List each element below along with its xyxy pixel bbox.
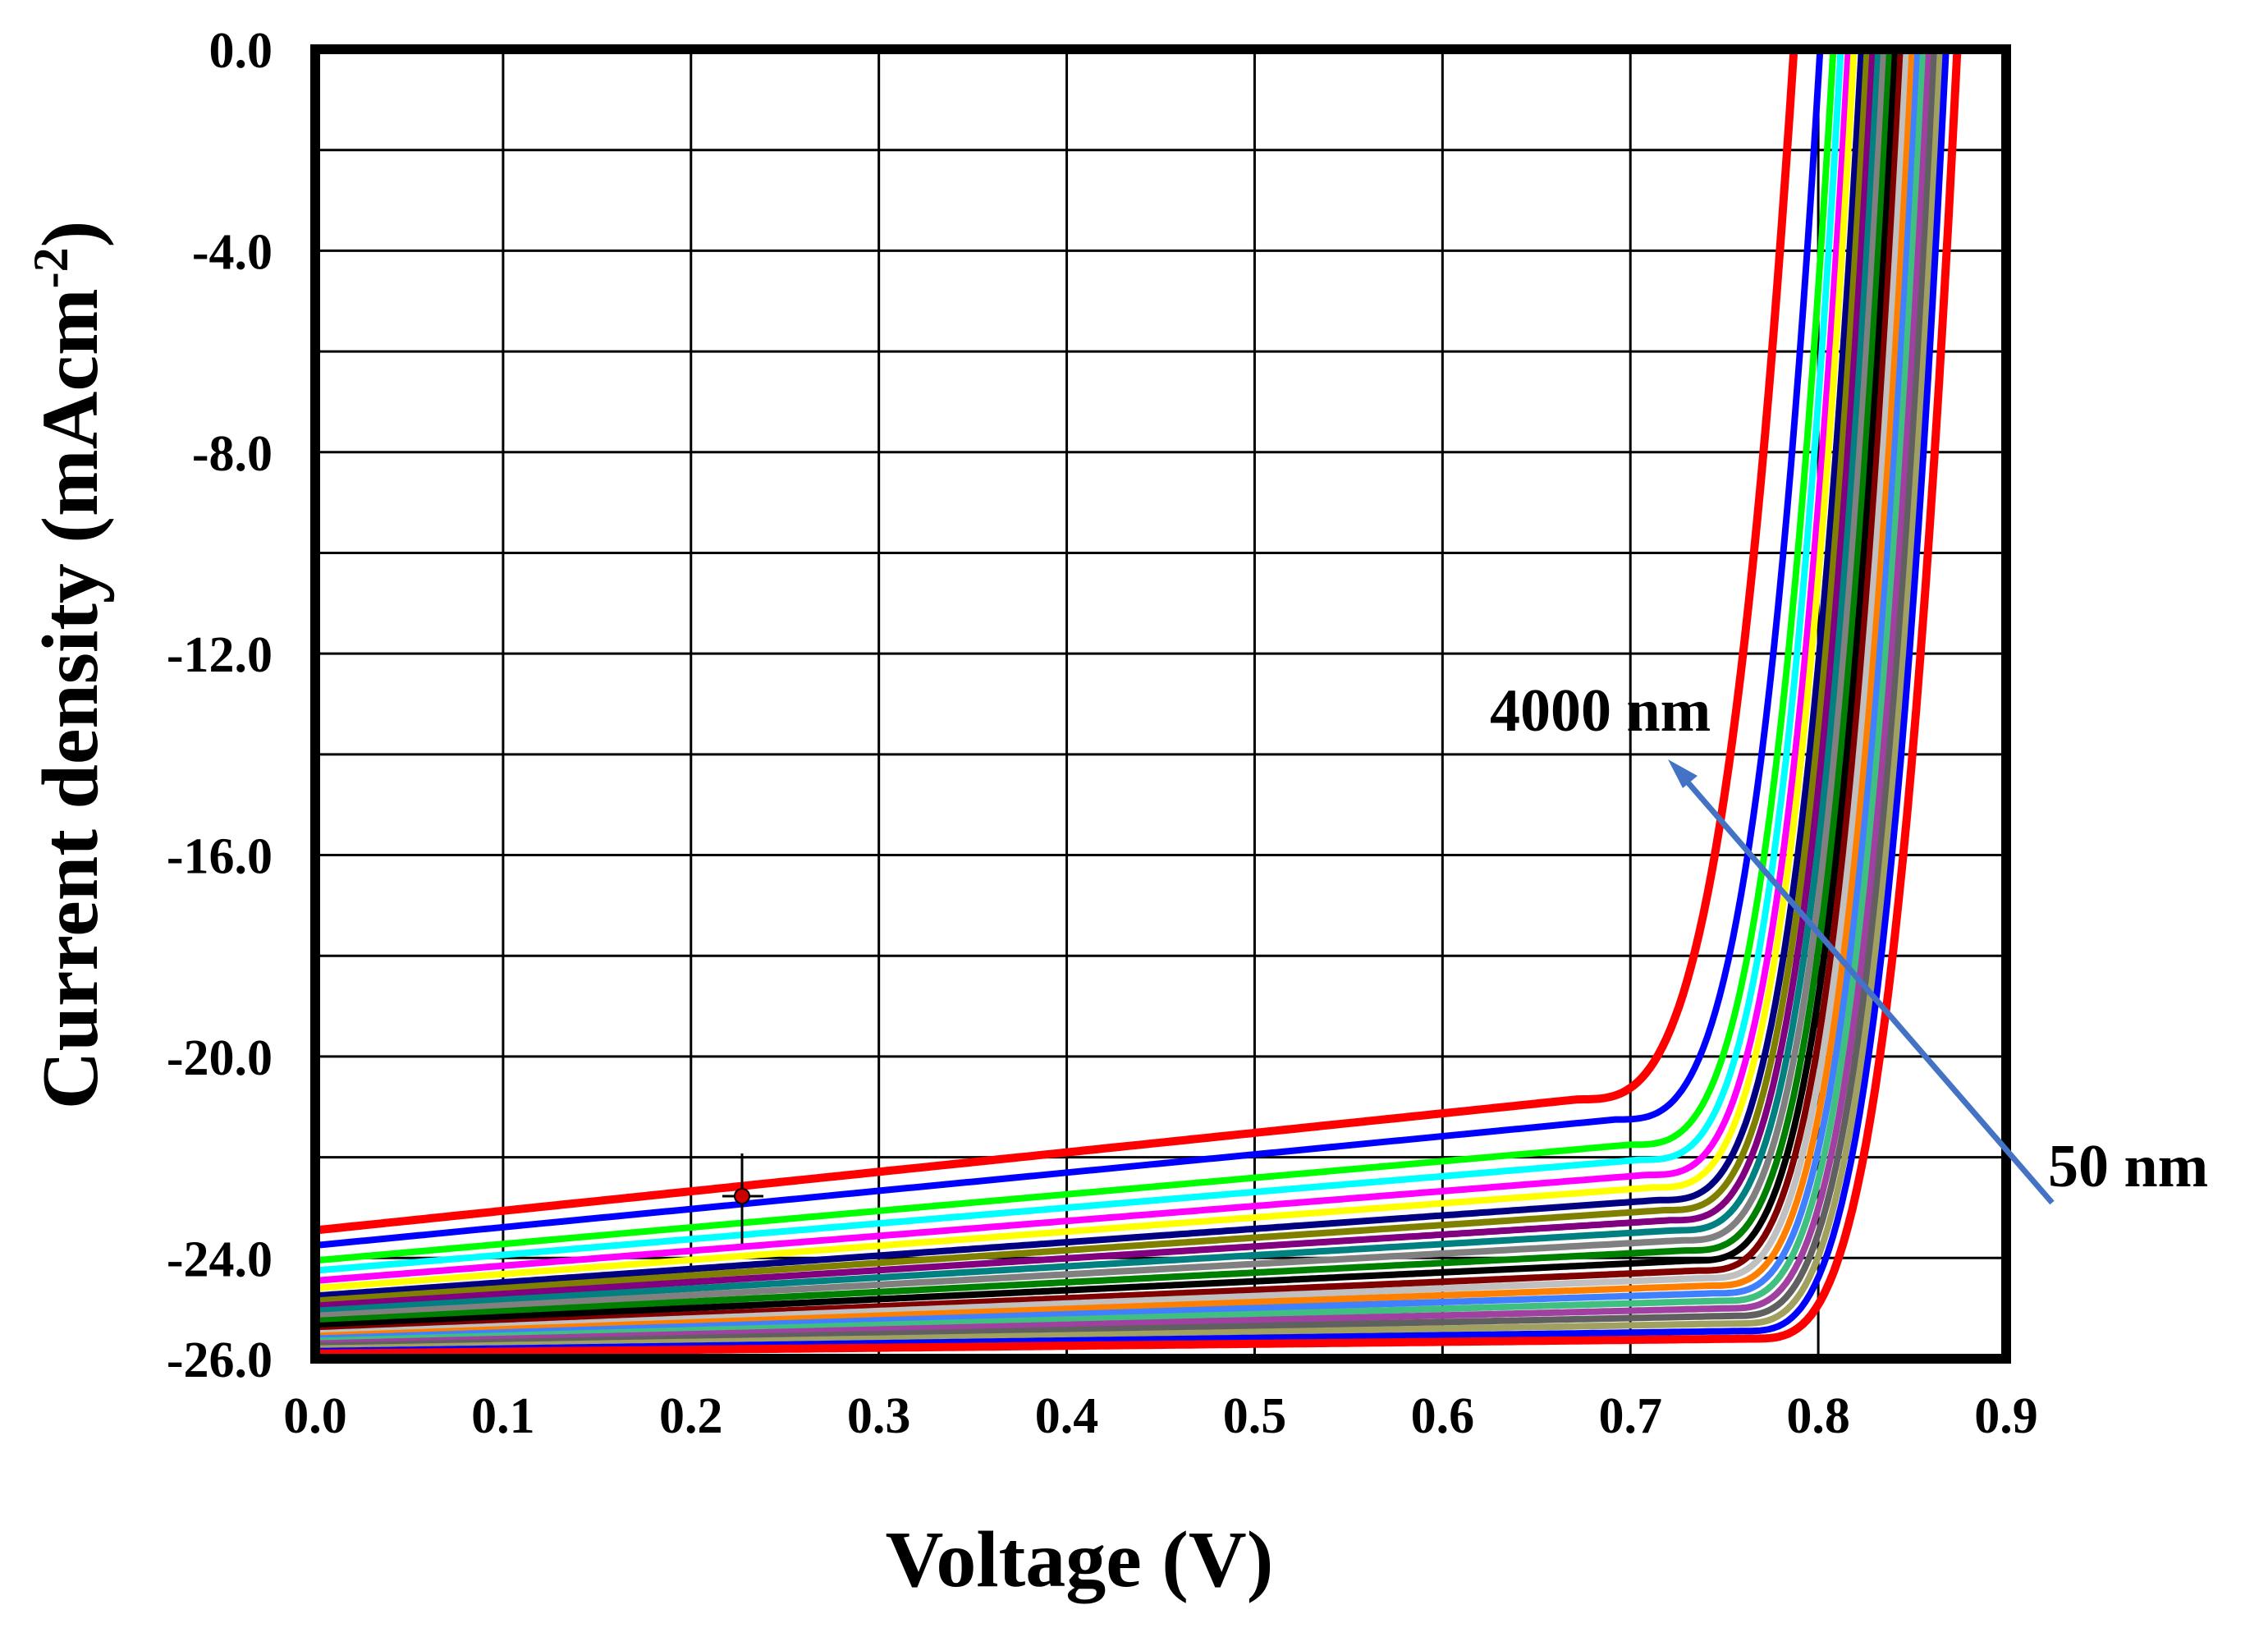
x-tick-label: 0.1 — [471, 1388, 535, 1444]
x-tick-label: 0.4 — [1035, 1388, 1099, 1444]
series-line-1 — [314, 45, 1802, 1235]
series-line-10 — [314, 46, 1886, 1314]
y-tick-label: -12.0 — [167, 627, 273, 683]
series-line-4 — [314, 46, 1849, 1274]
series-line-13 — [314, 46, 1904, 1330]
y-tick-labels: 0.0 -4.0 -8.0 -12.0 -16.0 -20.0 -24.0 -26.0 — [167, 23, 273, 1388]
series-line-21 — [314, 46, 1948, 1352]
label-4000nm: 4000 nm — [1490, 677, 1711, 745]
y-tick-label: -20.0 — [167, 1030, 273, 1086]
series-line-23 — [314, 45, 1965, 1358]
x-tick-label: 0.8 — [1786, 1388, 1850, 1444]
y-tick-label: -24.0 — [167, 1231, 273, 1287]
x-axis-title: Voltage (V) — [886, 1516, 1274, 1604]
x-tick-label: 0.2 — [659, 1388, 723, 1444]
x-tick-labels: 0.0 0.1 0.2 0.3 0.4 0.5 0.6 0.7 0.8 0.9 — [283, 1388, 2038, 1444]
y-axis-title-main: Current density (mAcm — [26, 288, 115, 1109]
series-line-16 — [314, 46, 1920, 1340]
y-tick-label: 0.0 — [209, 23, 273, 79]
series-layer — [314, 45, 1965, 1358]
series-line-9 — [314, 46, 1881, 1309]
cursor-marker — [722, 1153, 763, 1244]
series-line-18 — [314, 46, 1931, 1345]
y-tick-label: -16.0 — [167, 829, 273, 885]
x-tick-label: 0.0 — [283, 1388, 347, 1444]
x-tick-label: 0.6 — [1411, 1388, 1475, 1444]
series-line-5 — [314, 46, 1856, 1284]
y-tick-label: -8.0 — [192, 426, 273, 482]
series-line-20 — [314, 46, 1943, 1350]
y-axis-title-superscript: -2 — [24, 247, 78, 288]
x-tick-label: 0.9 — [1974, 1388, 2038, 1444]
series-line-17 — [314, 46, 1926, 1342]
y-axis-title: Current density (mAcm-2) — [24, 221, 115, 1109]
plot-frame — [310, 44, 2011, 1364]
y-tick-label: -4.0 — [192, 224, 273, 280]
x-tick-label: 0.7 — [1598, 1388, 1662, 1444]
label-50nm: 50 nm — [2048, 1133, 2208, 1200]
series-line-3 — [314, 46, 1841, 1264]
series-line-2 — [314, 46, 1828, 1249]
series-line-8 — [314, 46, 1875, 1305]
series-line-6 — [314, 46, 1862, 1292]
x-tick-label: 0.3 — [847, 1388, 911, 1444]
series-line-11 — [314, 46, 1892, 1319]
series-line-14 — [314, 46, 1908, 1335]
x-tick-label: 0.5 — [1223, 1388, 1287, 1444]
trend-arrowhead — [1668, 759, 1698, 788]
series-line-7 — [314, 46, 1869, 1300]
series-line-12 — [314, 46, 1898, 1324]
y-axis-title-close: ) — [26, 221, 115, 248]
series-line-15 — [314, 46, 1914, 1337]
trend-arrow — [1676, 769, 2055, 1205]
series-line-19 — [314, 46, 1937, 1347]
y-tick-label: -26.0 — [167, 1332, 273, 1388]
